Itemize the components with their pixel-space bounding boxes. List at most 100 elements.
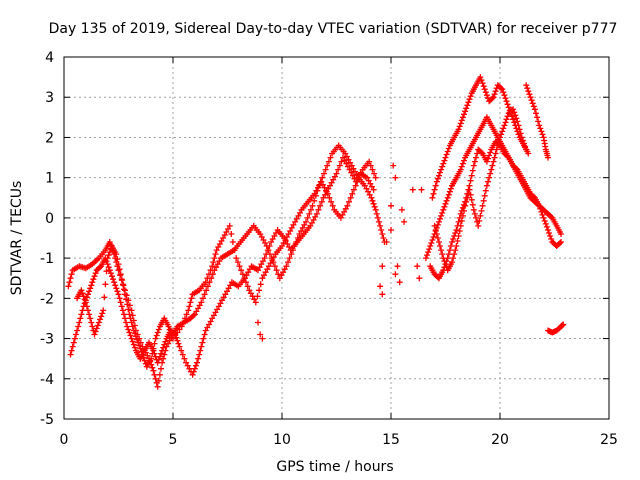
data-point	[338, 158, 345, 165]
data-point	[311, 197, 318, 204]
data-point	[492, 150, 499, 157]
data-point	[180, 319, 187, 326]
data-point	[437, 215, 443, 222]
data-point	[197, 347, 204, 354]
data-point	[545, 227, 551, 233]
data-point	[322, 191, 329, 198]
data-point	[485, 178, 491, 185]
data-point	[546, 230, 552, 236]
data-point	[433, 178, 440, 185]
data-point	[479, 80, 486, 87]
data-point	[69, 343, 76, 350]
ticks: 0 5 10 15 20 25 -5 -4 -3 -2 -1 0 1 2 3 4	[40, 50, 618, 448]
data-point	[388, 227, 394, 233]
data-point	[530, 103, 537, 110]
data-point	[427, 243, 434, 249]
data-point	[200, 295, 206, 302]
data-point	[396, 279, 403, 286]
data-point	[518, 134, 525, 141]
data-point	[440, 255, 447, 262]
data-point	[458, 217, 465, 224]
data-point	[526, 91, 533, 98]
data-point	[504, 153, 511, 160]
data-point	[66, 279, 73, 286]
data-point	[106, 249, 113, 256]
data-point	[275, 271, 282, 278]
data-point	[233, 255, 240, 262]
data-point	[477, 74, 484, 81]
data-point	[473, 214, 479, 221]
data-point	[73, 331, 79, 338]
data-point	[478, 207, 485, 214]
data-point	[392, 174, 399, 181]
data-point	[494, 142, 501, 149]
data-point	[463, 198, 470, 205]
data-point	[83, 303, 90, 310]
data-point	[450, 255, 457, 262]
data-point	[485, 155, 491, 162]
series-track-c	[74, 170, 377, 370]
data-point	[76, 319, 83, 326]
data-point	[315, 206, 322, 213]
data-point	[480, 83, 487, 90]
data-point	[77, 315, 84, 322]
data-point	[434, 175, 441, 182]
data-point	[318, 198, 325, 205]
data-point	[409, 186, 416, 193]
data-point	[207, 318, 214, 325]
data-point	[229, 239, 236, 245]
data-point	[514, 118, 521, 125]
data-point	[487, 149, 494, 156]
data-point	[376, 218, 382, 225]
data-point	[65, 283, 72, 290]
data-point	[467, 191, 474, 198]
data-point	[443, 197, 450, 204]
data-point	[325, 158, 332, 165]
data-point	[439, 209, 446, 216]
data-point	[490, 94, 497, 101]
data-point	[199, 339, 206, 346]
data-point	[244, 283, 251, 290]
data-point	[466, 96, 473, 103]
data-point	[194, 359, 200, 366]
data-point	[533, 110, 539, 117]
data-point	[256, 264, 263, 271]
data-point	[428, 240, 435, 246]
data-point	[68, 347, 75, 354]
series-scattered	[255, 162, 425, 342]
data-point	[91, 331, 98, 338]
data-point	[131, 344, 138, 351]
data-point	[366, 158, 373, 165]
data-point	[468, 172, 475, 179]
data-point	[115, 267, 122, 274]
data-point	[286, 244, 293, 250]
data-point	[89, 279, 96, 286]
data-point	[453, 243, 460, 249]
data-point	[430, 190, 437, 197]
data-point	[511, 109, 518, 116]
data-point	[204, 275, 211, 282]
data-point	[441, 157, 448, 164]
data-point	[498, 85, 505, 92]
data-point	[103, 268, 110, 275]
data-point	[227, 282, 234, 289]
data-point	[503, 116, 510, 123]
data-point	[102, 281, 109, 288]
data-point	[137, 345, 144, 352]
data-point	[547, 233, 554, 239]
data-point	[151, 340, 158, 347]
data-point	[154, 359, 161, 366]
data-point	[256, 287, 263, 294]
data-point	[119, 307, 126, 314]
data-point	[105, 252, 112, 259]
data-point	[136, 342, 143, 349]
data-point	[442, 154, 449, 161]
data-point	[543, 223, 550, 230]
data-point	[211, 255, 218, 262]
data-point	[317, 202, 324, 209]
data-point	[523, 146, 530, 153]
data-point	[88, 282, 95, 289]
data-point	[367, 162, 374, 169]
data-point	[524, 85, 531, 92]
data-point	[371, 203, 378, 210]
